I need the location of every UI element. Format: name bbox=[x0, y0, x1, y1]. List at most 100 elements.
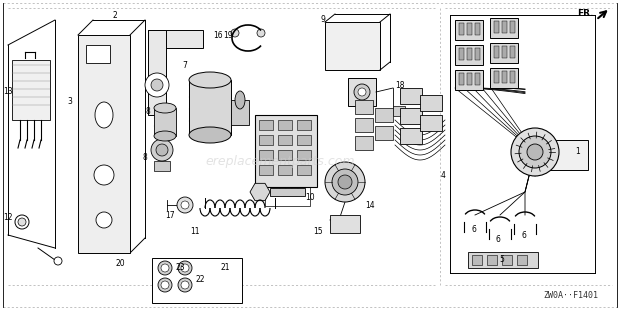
Bar bbox=[297, 135, 311, 145]
Bar bbox=[375, 108, 393, 122]
Text: 4: 4 bbox=[441, 170, 445, 179]
Circle shape bbox=[54, 257, 62, 265]
Circle shape bbox=[527, 144, 543, 160]
Bar bbox=[467, 73, 472, 85]
Circle shape bbox=[511, 128, 559, 176]
Text: 23: 23 bbox=[175, 264, 185, 272]
Bar bbox=[297, 120, 311, 130]
Text: 9: 9 bbox=[321, 16, 326, 24]
Text: 21: 21 bbox=[220, 264, 230, 272]
Bar bbox=[502, 255, 512, 265]
Bar bbox=[259, 150, 273, 160]
Circle shape bbox=[338, 175, 352, 189]
Text: 12: 12 bbox=[3, 214, 13, 223]
Circle shape bbox=[94, 165, 114, 185]
Circle shape bbox=[158, 261, 172, 275]
Circle shape bbox=[145, 73, 169, 97]
Text: 15: 15 bbox=[313, 228, 323, 237]
Bar bbox=[278, 135, 292, 145]
Bar bbox=[420, 95, 442, 111]
Bar bbox=[455, 70, 483, 90]
Bar bbox=[152, 258, 242, 303]
Text: 14: 14 bbox=[365, 201, 375, 210]
Circle shape bbox=[151, 139, 173, 161]
Bar bbox=[510, 46, 515, 58]
Circle shape bbox=[151, 79, 163, 91]
Bar bbox=[487, 255, 497, 265]
Bar bbox=[355, 118, 373, 132]
Text: FR.: FR. bbox=[577, 10, 594, 19]
Text: 8: 8 bbox=[143, 153, 148, 162]
Bar bbox=[154, 108, 176, 136]
Text: 16: 16 bbox=[213, 30, 223, 39]
Text: 13: 13 bbox=[3, 87, 13, 96]
Bar bbox=[502, 71, 507, 83]
Text: 19: 19 bbox=[223, 30, 233, 39]
Bar bbox=[455, 45, 483, 65]
Bar bbox=[297, 165, 311, 175]
Bar bbox=[86, 45, 110, 63]
Bar bbox=[459, 48, 464, 60]
Circle shape bbox=[96, 212, 112, 228]
Bar bbox=[510, 21, 515, 33]
Text: 10: 10 bbox=[305, 193, 315, 202]
Circle shape bbox=[15, 215, 29, 229]
Circle shape bbox=[358, 88, 366, 96]
Text: 3: 3 bbox=[68, 98, 73, 107]
Circle shape bbox=[178, 261, 192, 275]
Bar bbox=[517, 255, 527, 265]
Bar bbox=[472, 255, 482, 265]
Text: 22: 22 bbox=[195, 276, 205, 285]
Text: 6: 6 bbox=[495, 236, 500, 245]
Bar bbox=[330, 215, 360, 233]
Bar bbox=[475, 73, 480, 85]
Text: 17: 17 bbox=[165, 210, 175, 219]
Bar bbox=[502, 46, 507, 58]
Bar bbox=[189, 80, 231, 135]
Bar bbox=[325, 22, 380, 70]
Bar bbox=[265, 178, 310, 206]
Bar bbox=[12, 60, 50, 120]
Bar bbox=[78, 35, 130, 253]
Bar bbox=[494, 71, 499, 83]
Bar bbox=[259, 135, 273, 145]
Bar bbox=[494, 46, 499, 58]
Bar bbox=[475, 23, 480, 35]
Text: 7: 7 bbox=[182, 60, 187, 69]
Bar bbox=[154, 161, 170, 171]
Text: 5: 5 bbox=[500, 255, 505, 264]
Ellipse shape bbox=[235, 91, 245, 109]
Bar bbox=[490, 43, 518, 63]
Bar bbox=[270, 188, 305, 196]
Bar bbox=[259, 165, 273, 175]
Circle shape bbox=[158, 278, 172, 292]
Bar bbox=[255, 115, 317, 187]
Ellipse shape bbox=[189, 127, 231, 143]
Bar bbox=[490, 18, 518, 38]
Circle shape bbox=[18, 218, 26, 226]
Text: 20: 20 bbox=[115, 259, 125, 268]
Text: 18: 18 bbox=[396, 81, 405, 90]
Circle shape bbox=[354, 84, 370, 100]
Circle shape bbox=[177, 197, 193, 213]
Bar bbox=[355, 100, 373, 114]
Bar bbox=[393, 106, 405, 116]
Bar bbox=[494, 21, 499, 33]
Circle shape bbox=[325, 162, 365, 202]
Bar bbox=[400, 108, 422, 124]
Bar bbox=[400, 88, 422, 104]
Bar bbox=[259, 120, 273, 130]
Bar bbox=[467, 48, 472, 60]
Bar bbox=[420, 115, 442, 131]
Circle shape bbox=[332, 169, 358, 195]
Bar bbox=[278, 120, 292, 130]
Bar bbox=[502, 21, 507, 33]
Bar bbox=[490, 68, 518, 88]
Circle shape bbox=[231, 29, 239, 37]
Text: ereplacementparts.com: ereplacementparts.com bbox=[205, 156, 355, 169]
Bar bbox=[297, 150, 311, 160]
Circle shape bbox=[255, 187, 265, 197]
Text: 6: 6 bbox=[472, 225, 476, 234]
Circle shape bbox=[161, 264, 169, 272]
Bar bbox=[148, 30, 166, 115]
